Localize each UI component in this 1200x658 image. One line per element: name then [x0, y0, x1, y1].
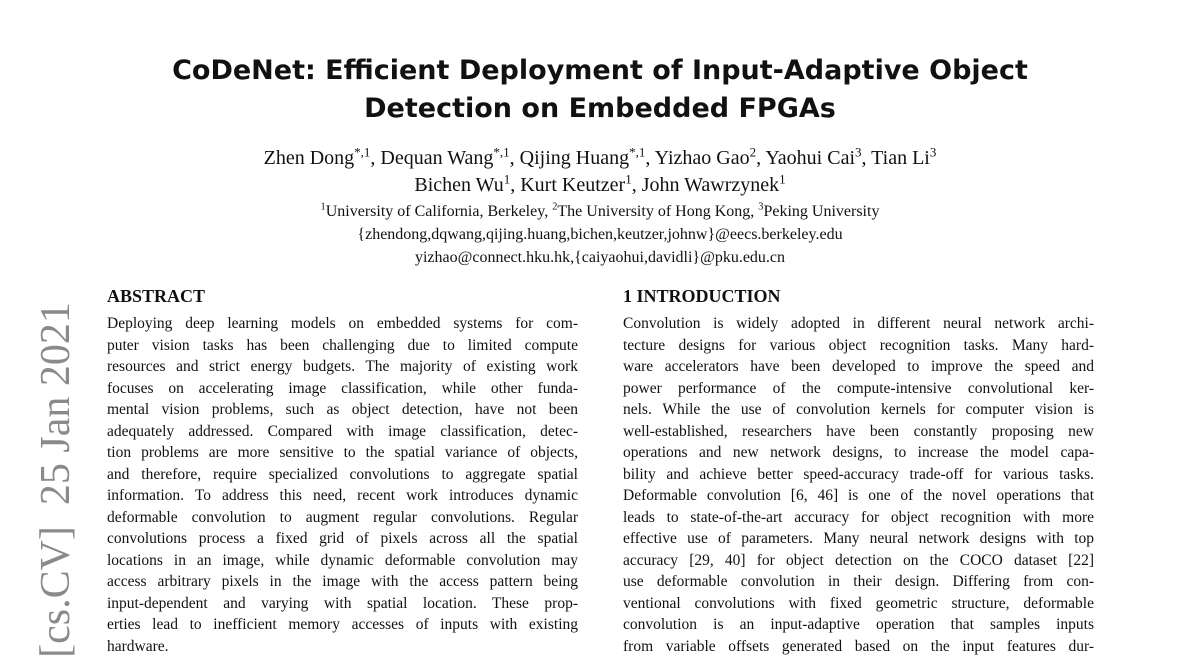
- affiliation-name: University of California, Berkeley,: [325, 203, 553, 220]
- paper-title: CoDeNet: Efficient Deployment of Input-A…: [0, 52, 1200, 128]
- text-line: from variable offsets generated based on…: [623, 637, 1094, 655]
- affiliation-name: Peking University: [763, 203, 880, 220]
- text-line: Convolution is widely adopted in differe…: [623, 315, 1094, 332]
- section-heading: ABSTRACT: [107, 286, 206, 306]
- author-name: , Tian Li: [861, 147, 930, 169]
- title-line: CoDeNet: Efficient Deployment of Input-A…: [172, 55, 1028, 86]
- text-line: locations in an image, while dynamic def…: [107, 551, 578, 569]
- section-heading: 1 INTRODUCTION: [623, 286, 781, 306]
- text-line: adequately addressed. Compared with imag…: [107, 422, 578, 440]
- affiliations: 1University of California, Berkeley, 2Th…: [0, 200, 1200, 269]
- text-line: convolutions process a fixed grid of pix…: [107, 530, 578, 547]
- affiliation-mark: 1: [320, 201, 326, 213]
- email: {zhendong,dqwang,qijing.huang,bichen,keu…: [357, 226, 843, 243]
- author-mark: 1: [779, 171, 786, 187]
- text-line: deformable convolution to augment regula…: [107, 508, 578, 526]
- text-line: information. To address this need, recen…: [107, 487, 578, 504]
- text-line: erties lead to inefficient memory access…: [107, 616, 578, 633]
- author-mark: 1: [625, 171, 632, 187]
- author-mark: 3: [929, 144, 937, 160]
- text-line: convolution is an input-adaptive operati…: [623, 616, 1094, 633]
- author-name: Zhen Dong: [263, 147, 355, 169]
- author-mark: 1: [503, 171, 511, 187]
- text-line: resources and strict energy budgets. The…: [107, 358, 578, 375]
- affiliation-name: The University of Hong Kong,: [557, 203, 759, 220]
- author-mark: 2: [749, 144, 757, 160]
- authors: Zhen Dong*,1, Dequan Wang*,1, Qijing Hua…: [0, 145, 1200, 199]
- left-column: ABSTRACT Deploying deep learning models o…: [107, 285, 578, 657]
- author-name: Bichen Wu: [414, 174, 504, 196]
- author-row: Bichen Wu1, Kurt Keutzer1, John Wawrzyne…: [0, 172, 1200, 199]
- text-line: access arbitrary pixels in the image wit…: [107, 573, 578, 590]
- right-column: 1 INTRODUCTION Convolution is widely adop…: [623, 285, 1094, 657]
- author-name: , Qijing Huang: [509, 147, 630, 169]
- affiliation-mark: 2: [552, 201, 558, 213]
- email: yizhao@connect.hku.hk,{caiyaohui,davidli…: [414, 249, 786, 266]
- text-line: bility and achieve better speed-accuracy…: [623, 465, 1094, 483]
- author-name: , Kurt Keutzer: [510, 174, 626, 196]
- text-line: puter vision tasks has been challenging …: [107, 336, 578, 354]
- affiliation-mark: 3: [758, 201, 764, 213]
- author-name: , John Wawrzynek: [631, 174, 780, 196]
- affiliation-row: 1University of California, Berkeley, 2Th…: [0, 200, 1200, 223]
- author-name: , Yizhao Gao: [645, 147, 750, 169]
- text-line: effective use of parameters. Many neural…: [623, 530, 1094, 547]
- text-line: focuses on accelerating image classifica…: [107, 379, 578, 397]
- text-line: well-established, researchers have been …: [623, 422, 1094, 440]
- text-line: Deploying deep learning models on embedd…: [107, 315, 578, 332]
- text-line: ventional convolutions with fixed geomet…: [623, 594, 1094, 612]
- author-name: , Yaohui Cai: [756, 147, 855, 169]
- text-line: hardware.: [107, 637, 169, 655]
- text-line: operations and new network designs, to i…: [623, 444, 1094, 461]
- text-line: tion problems are more sensitive to the …: [107, 444, 578, 461]
- author-mark: *,1: [354, 144, 371, 160]
- author-row: Zhen Dong*,1, Dequan Wang*,1, Qijing Hua…: [0, 145, 1200, 172]
- text-line: power performance of the compute-intensi…: [623, 379, 1094, 397]
- text-line: input-dependent and varying with spatial…: [107, 594, 578, 612]
- arxiv-stamp: [cs.CV] 25 Jan 2021: [33, 302, 79, 658]
- text-line: leads to state-of-the-art accuracy for o…: [623, 508, 1094, 526]
- title-line: Detection on Embedded FPGAs: [364, 93, 836, 124]
- text-line: ware accelerators have been developed to…: [623, 358, 1094, 375]
- text-line: mental vision problems, such as object d…: [107, 401, 578, 418]
- text-line: nels. While the use of convolution kerne…: [623, 401, 1094, 418]
- author-mark: 3: [855, 144, 862, 160]
- text-line: Deformable convolution [6, 46] is one of…: [623, 487, 1094, 504]
- text-line: and therefore, require specialized convo…: [107, 465, 578, 483]
- text-line: tecture designs for various object recog…: [623, 336, 1094, 354]
- text-line: accuracy [29, 40] for object detection o…: [623, 551, 1094, 569]
- text-line: use deformable convolution in their desi…: [623, 573, 1094, 590]
- author-name: , Dequan Wang: [370, 147, 494, 169]
- author-mark: *,1: [629, 144, 646, 160]
- author-mark: *,1: [493, 144, 510, 160]
